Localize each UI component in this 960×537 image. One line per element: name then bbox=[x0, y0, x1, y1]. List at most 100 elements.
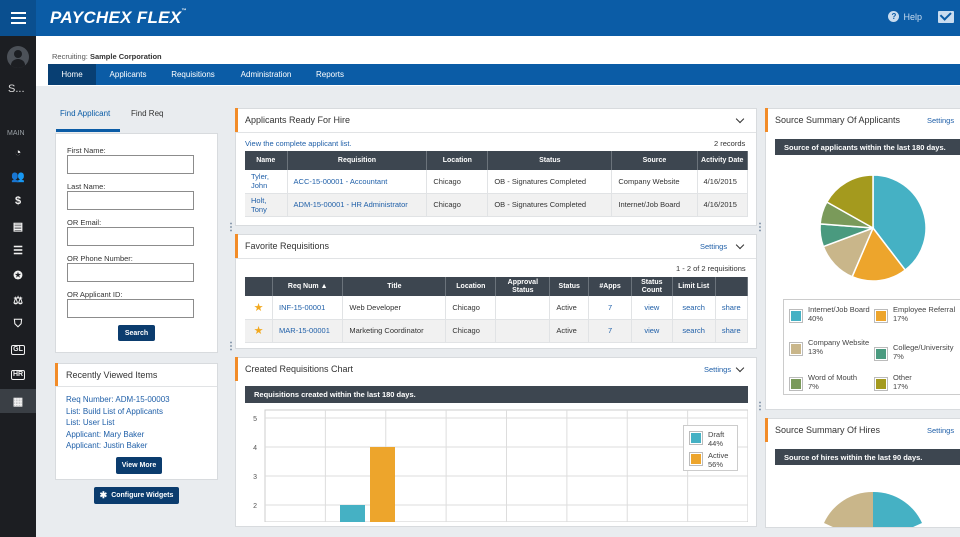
legend-item-active: Active 56% bbox=[689, 451, 728, 469]
calculator-icon[interactable]: ▦ bbox=[0, 389, 36, 413]
column-header[interactable]: Approval Status bbox=[495, 277, 551, 296]
list-item[interactable]: Req Number: ADM-15-00003 bbox=[66, 395, 170, 404]
list-icon[interactable]: ☰ bbox=[13, 244, 23, 257]
column-header[interactable]: Requisition bbox=[287, 151, 428, 170]
drag-handle[interactable]: ⋮ bbox=[226, 222, 236, 233]
legend-value: 17% bbox=[893, 314, 909, 323]
applicant-name[interactable]: Tyler, John bbox=[245, 170, 288, 194]
legend-label: College/University bbox=[893, 343, 954, 352]
search-link[interactable]: search bbox=[672, 296, 716, 320]
hr-icon[interactable]: HR bbox=[10, 370, 26, 380]
table-cell: Chicago bbox=[445, 319, 497, 343]
hamburger-menu-icon[interactable] bbox=[0, 0, 36, 36]
tab-requisitions[interactable]: Requisitions bbox=[171, 70, 215, 79]
shield-dollar-icon[interactable]: ⛉ bbox=[13, 317, 23, 330]
column-header[interactable]: Name bbox=[245, 151, 288, 170]
tab-find-applicant[interactable]: Find Applicant bbox=[60, 109, 111, 118]
favorites-settings-link[interactable]: Settings bbox=[700, 242, 728, 251]
apps-count-link[interactable]: 7 bbox=[588, 319, 632, 343]
tab-reports[interactable]: Reports bbox=[315, 70, 344, 79]
list-item[interactable]: List: User List bbox=[66, 418, 115, 427]
divider bbox=[236, 132, 756, 133]
gl-icon[interactable]: GL bbox=[11, 345, 25, 355]
search-link[interactable]: search bbox=[672, 319, 716, 343]
column-header[interactable]: Source bbox=[611, 151, 698, 170]
column-header[interactable]: Status bbox=[487, 151, 613, 170]
legend-item: Word of Mouth 7% bbox=[789, 373, 870, 391]
req-num-link[interactable]: INF-15-00001 bbox=[272, 296, 344, 320]
column-header[interactable]: Location bbox=[445, 277, 497, 296]
tab-find-req[interactable]: Find Req bbox=[131, 109, 164, 118]
share-link[interactable]: share bbox=[715, 319, 749, 343]
star-icon[interactable]: ★ bbox=[245, 319, 274, 343]
people-icon[interactable]: 👥 bbox=[11, 170, 25, 183]
user-name[interactable]: S... bbox=[8, 83, 25, 95]
drag-handle[interactable]: ⋮ bbox=[226, 341, 236, 352]
column-header[interactable]: Location bbox=[426, 151, 489, 170]
source-hires-subtitle: Source of hires within the last 90 days. bbox=[775, 449, 960, 465]
first-name-input[interactable] bbox=[67, 155, 194, 174]
view-applicant-list-link[interactable]: View the complete applicant list. bbox=[245, 139, 352, 148]
phone-input[interactable] bbox=[67, 263, 194, 282]
legend-item: Employee Referral 17% bbox=[874, 305, 960, 323]
source-applicants-settings-link[interactable]: Settings bbox=[927, 116, 955, 125]
chart-settings-link[interactable]: Settings bbox=[704, 365, 732, 374]
legend-item-draft: Draft 44% bbox=[689, 430, 724, 448]
panel-accent bbox=[765, 418, 768, 442]
legend-value: 7% bbox=[808, 382, 819, 391]
search-button[interactable]: Search bbox=[118, 325, 155, 341]
drag-handle[interactable]: ⋮ bbox=[755, 222, 765, 233]
column-header[interactable]: Req Num ▲ bbox=[272, 277, 344, 296]
main-tab-bar: Home Applicants Requisitions Administrat… bbox=[48, 64, 960, 85]
configure-widgets-button[interactable]: ✱ Configure Widgets bbox=[94, 487, 179, 504]
table-cell: Web Developer bbox=[342, 296, 447, 320]
recently-viewed-title: Recently Viewed Items bbox=[66, 370, 158, 380]
list-item[interactable]: Applicant: Mary Baker bbox=[66, 429, 145, 439]
mail-icon[interactable] bbox=[938, 11, 954, 23]
dashboard-icon[interactable]: ◔ bbox=[14, 147, 22, 159]
column-header[interactable]: Status bbox=[549, 277, 590, 296]
drag-handle[interactable]: ⋮ bbox=[755, 401, 765, 412]
source-hires-title: Source Summary Of Hires bbox=[775, 425, 881, 435]
help-icon: ? bbox=[888, 11, 900, 22]
legend-label: Internet/Job Board bbox=[808, 305, 870, 314]
table-cell: 4/16/2015 bbox=[697, 193, 749, 217]
requisition-link[interactable]: ACC-15-00001 - Accountant bbox=[287, 170, 428, 194]
list-item[interactable]: Applicant: Justin Baker bbox=[66, 441, 148, 450]
view-more-button[interactable]: View More bbox=[116, 457, 162, 474]
req-num-link[interactable]: MAR-15-00001 bbox=[272, 319, 344, 343]
legend-item: Company Website 13% bbox=[789, 338, 870, 356]
column-header[interactable]: #Apps bbox=[588, 277, 632, 296]
document-dollar-icon[interactable]: ▤ bbox=[12, 220, 24, 233]
column-header bbox=[245, 277, 274, 296]
piggy-bank-icon[interactable]: ✪ bbox=[13, 269, 23, 282]
tab-home[interactable]: Home bbox=[48, 64, 96, 85]
table-cell bbox=[495, 296, 551, 320]
star-icon[interactable]: ★ bbox=[245, 296, 274, 320]
column-header[interactable]: Title bbox=[342, 277, 447, 296]
column-header: Status Count bbox=[631, 277, 673, 296]
dollar-icon[interactable]: $ bbox=[14, 195, 22, 207]
first-name-label: First Name: bbox=[67, 146, 106, 155]
view-link[interactable]: view bbox=[631, 296, 673, 320]
share-link[interactable]: share bbox=[715, 296, 749, 320]
email-input[interactable] bbox=[67, 227, 194, 246]
list-item[interactable]: List: Build List of Applicants bbox=[66, 406, 163, 416]
applicant-name[interactable]: Holt, Tony bbox=[245, 193, 288, 217]
tab-applicants[interactable]: Applicants bbox=[109, 70, 147, 79]
tab-administration[interactable]: Administration bbox=[240, 70, 292, 79]
source-hires-settings-link[interactable]: Settings bbox=[927, 426, 955, 435]
y-tick-label: 4 bbox=[253, 445, 257, 452]
sort-ascending-icon[interactable]: ▲ bbox=[320, 282, 328, 290]
avatar[interactable] bbox=[7, 46, 29, 68]
help-link[interactable]: ? Help bbox=[888, 11, 922, 22]
scale-icon[interactable]: ⚖ bbox=[13, 294, 23, 307]
pie-slice bbox=[824, 491, 873, 527]
applicant-id-input[interactable] bbox=[67, 299, 194, 318]
last-name-input[interactable] bbox=[67, 191, 194, 210]
apps-count-link[interactable]: 7 bbox=[588, 296, 632, 320]
requisition-link[interactable]: ADM-15-00001 - HR Administrator bbox=[287, 193, 428, 217]
column-header[interactable]: Activity Date bbox=[697, 151, 749, 170]
view-link[interactable]: view bbox=[631, 319, 673, 343]
paychex-logo[interactable]: PAYCHEX FLEX™ bbox=[50, 8, 187, 27]
